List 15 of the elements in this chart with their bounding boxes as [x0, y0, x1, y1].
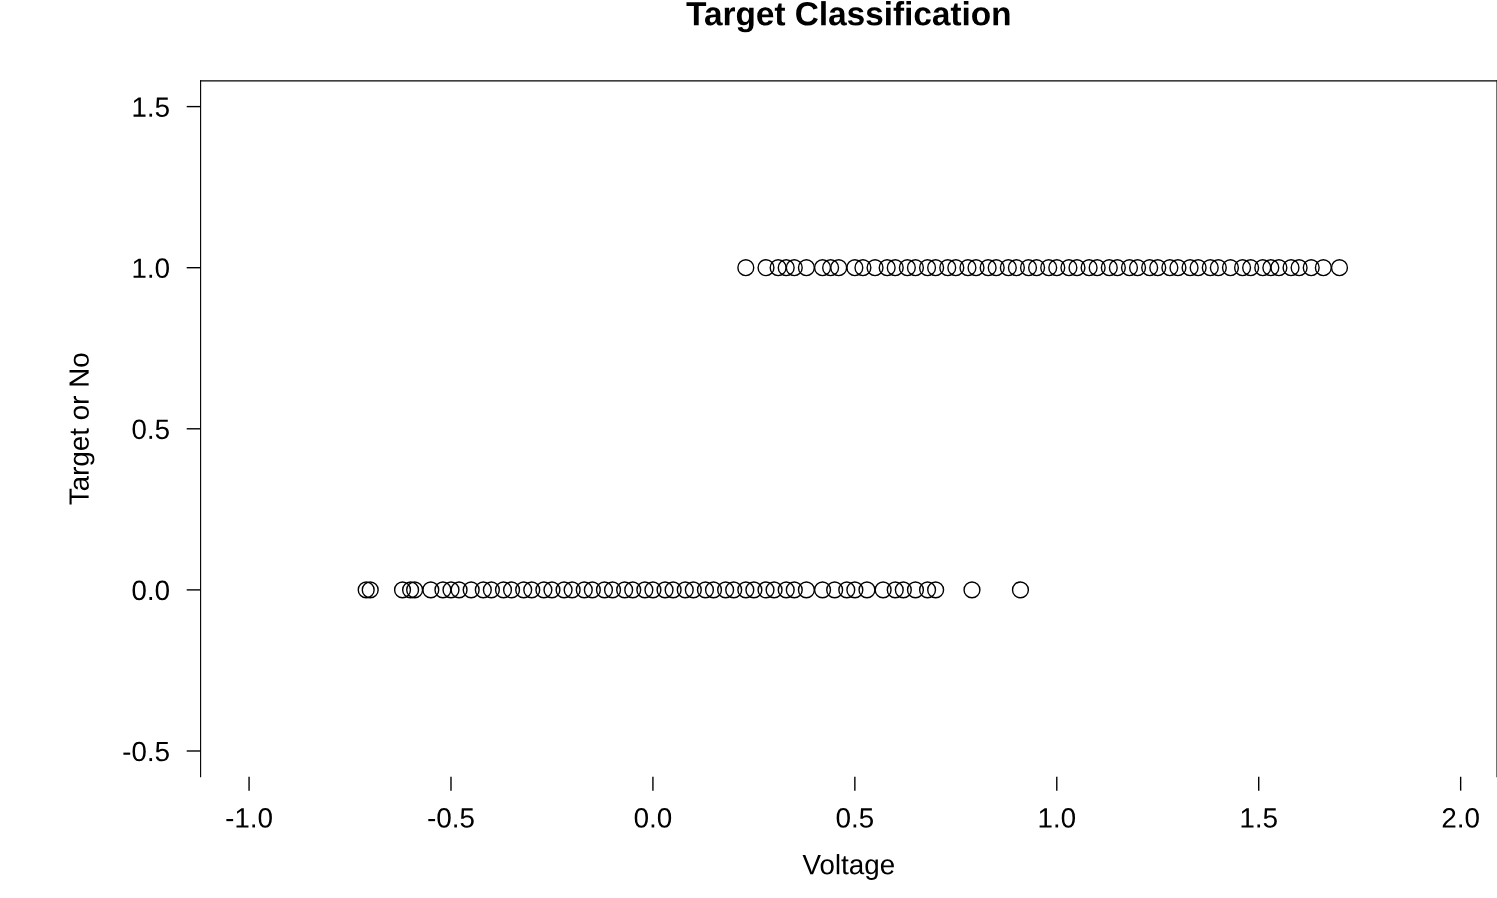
y-tick-label: 1.0	[133, 258, 169, 279]
x-tick-label: 0.5	[836, 808, 873, 828]
y-tick-label: -0.5	[123, 741, 169, 762]
x-tick-label: -0.5	[428, 808, 474, 828]
x-tick-label: 2.0	[1442, 808, 1479, 828]
x-tick-label: 1.0	[1039, 808, 1076, 828]
y-tick-label: 0.0	[132, 580, 169, 601]
y-tick-label: 1.5	[133, 97, 169, 117]
x-tick-label: 1.5	[1241, 808, 1277, 828]
x-tick-label: 0.0	[634, 808, 672, 828]
y-axis-title: Target or No	[69, 353, 95, 505]
x-tick-label: -1.0	[226, 808, 272, 828]
y-tick-label: 0.5	[132, 419, 169, 440]
chart-title: Target Classification	[686, 1, 1010, 33]
x-axis-title: Voltage	[802, 854, 894, 880]
